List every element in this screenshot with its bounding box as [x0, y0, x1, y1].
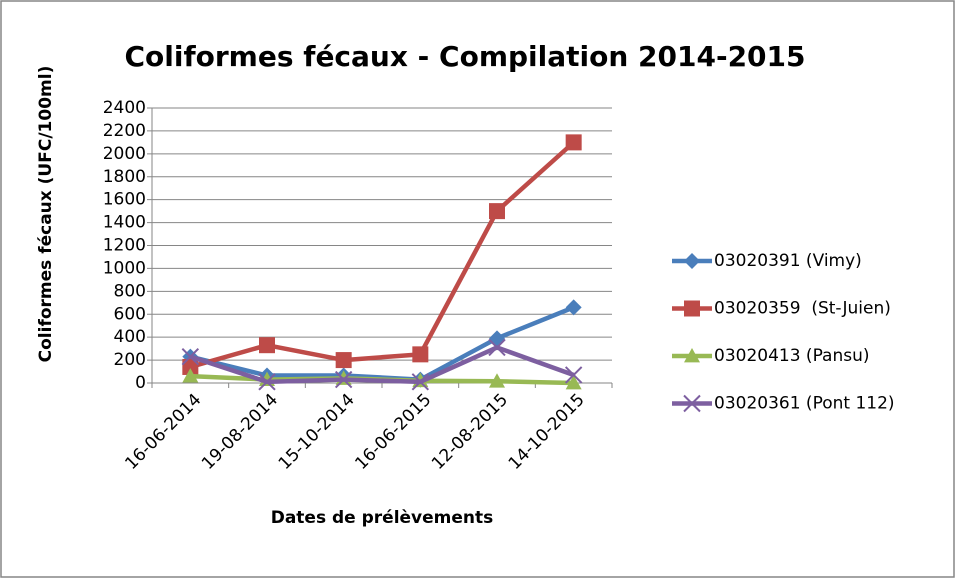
marker — [258, 373, 276, 391]
marker — [565, 375, 582, 390]
marker — [489, 203, 505, 220]
y-tick-label: 1800 — [103, 167, 146, 187]
marker — [334, 370, 353, 389]
y-tick-label: 800 — [114, 281, 146, 301]
marker — [684, 300, 700, 317]
marker — [565, 134, 582, 151]
marker — [684, 253, 700, 269]
marker — [564, 366, 583, 384]
marker — [181, 347, 200, 366]
y-tick-label: 400 — [114, 327, 146, 347]
marker — [684, 348, 700, 363]
y-tick-label: 1000 — [103, 258, 146, 278]
y-tick-label: 0 — [135, 373, 146, 393]
marker — [565, 299, 582, 316]
x-axis-label: Dates de prélèvements — [271, 508, 494, 528]
legend-label: 03020391 (Vimy) — [714, 251, 862, 271]
y-tick-label: 1600 — [103, 190, 146, 210]
marker — [489, 373, 505, 388]
y-tick-label: 600 — [114, 304, 146, 324]
chart-title: Coliformes fécaux - Compilation 2014-201… — [124, 40, 805, 73]
y-tick-label: 2000 — [103, 144, 146, 164]
y-tick-label: 2200 — [103, 121, 146, 141]
y-axis-label: Coliformes fécaux (UFC/100ml) — [36, 66, 56, 363]
legend-label: 03020413 (Pansu) — [714, 346, 870, 366]
marker — [259, 337, 275, 354]
y-tick-label: 1400 — [103, 213, 146, 233]
marker — [683, 394, 701, 413]
y-tick-label: 2400 — [103, 98, 146, 118]
y-tick-label: 1200 — [103, 236, 146, 256]
marker — [488, 338, 506, 357]
marker — [182, 358, 199, 375]
series-line — [189, 345, 575, 385]
marker — [411, 373, 430, 391]
marker — [412, 346, 429, 363]
legend-label: 03020359 (St-Juien) — [714, 299, 891, 319]
series-line — [189, 140, 576, 370]
y-tick-label: 200 — [114, 350, 146, 370]
legend-label: 03020361 (Pont 112) — [714, 394, 895, 414]
marker — [182, 368, 199, 383]
marker — [335, 352, 352, 369]
